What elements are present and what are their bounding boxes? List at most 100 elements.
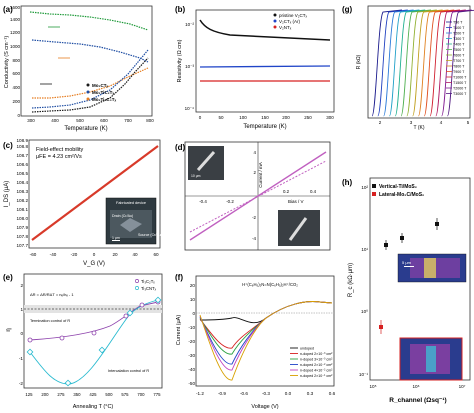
- panel-c: (c) I_DS (μA) V_G (V) 107.7 107.8 107.9 …: [3, 138, 162, 267]
- panel-a-yticks: 0 200 400 600 800 1000 1200 1400 1600: [10, 5, 21, 118]
- panel-g-legend-label: T400 T: [453, 42, 465, 46]
- panel-e-point: [126, 309, 134, 317]
- panel-f-xtick: -0.6: [240, 391, 248, 396]
- panel-a-xtick: 600: [100, 118, 108, 123]
- panel-c-annotation: Field-effect mobility: [36, 147, 84, 153]
- panel-f: (f) Current (μA) Voltage (V) H⁺(C₆H₅)₂N=…: [175, 273, 336, 410]
- panel-h-ytick: 10⁻¹: [359, 372, 369, 377]
- panel-a-series-black: [31, 57, 149, 113]
- panel-h-legend: Vertical-Ti/MoS₂ Lateral-Mo₂C/MoS₂: [372, 184, 424, 198]
- panel-b-legend-marker: [273, 25, 277, 29]
- panel-h-legend-marker: [372, 184, 376, 188]
- panel-g-ylabel: R (kΩ): [356, 54, 362, 69]
- panel-e-ytick: -1: [19, 356, 24, 361]
- panel-e-point: [139, 302, 145, 308]
- panel-f-series: [199, 301, 333, 381]
- panel-a-ylabel: Conductivity (S cm⁻¹): [4, 36, 10, 89]
- panel-c-inset-title: Fabricated device: [116, 201, 146, 205]
- panel-e-label-bottom: Intercalation control of R: [108, 369, 149, 373]
- panel-a-legend-label: Mo₂TiC₂Tₓ: [92, 90, 114, 95]
- panel-f-legend-label: n-doped 2×10⁻¹ cm²: [300, 374, 333, 378]
- panel-c-ytick: 108.0: [17, 216, 29, 221]
- panel-d-yticks: -4 -2 2 4: [252, 150, 256, 241]
- panel-e-xtick: 575: [121, 392, 129, 397]
- panel-b-xlabel: Temperature (K): [243, 124, 286, 130]
- panel-e-band: [24, 305, 162, 313]
- panel-e-point: [26, 348, 34, 356]
- panel-b-series-pristine: [199, 19, 331, 41]
- panel-h-ytick: 10⁰: [361, 309, 368, 314]
- panel-g-letter: (g): [342, 5, 353, 14]
- panel-b-xtick: 50: [218, 115, 224, 120]
- panel-h-legend-marker: [372, 192, 376, 196]
- panel-g-legend-label: T800 T: [453, 64, 465, 68]
- panel-f-ytick: 0: [192, 311, 195, 316]
- panel-a-series-green-top: [29, 11, 149, 31]
- panel-f-xtick: -0.3: [262, 391, 270, 396]
- panel-d-series-1: [189, 151, 327, 241]
- panel-g-legend-label: T50 T: [453, 20, 463, 24]
- panel-c-ytick: 107.7: [17, 243, 29, 248]
- panel-e-series-ti3c2: [29, 301, 159, 341]
- panel-d-inset-scale: 10 μm: [191, 174, 201, 178]
- panel-b-legend-label: pristine V₂CTₓ: [279, 13, 308, 18]
- panel-g-series: [394, 9, 426, 117]
- panel-g-legend-label: T100 T: [453, 26, 465, 30]
- panel-e-xticks: 125 200 275 350 425 500 575 700 775: [25, 392, 161, 397]
- panel-a-ytick: 400: [12, 85, 20, 90]
- panel-g-legend-label: T3000 T: [453, 92, 467, 96]
- panel-b-xtick: 200: [282, 115, 290, 120]
- panel-h-yticks: 10⁻¹ 10⁰ 10¹ 10²: [359, 185, 369, 377]
- panel-e-xtick: 500: [105, 392, 113, 397]
- panel-e-point: [154, 296, 162, 304]
- panel-f-letter: (f): [175, 273, 183, 282]
- panel-f-ytick: 10: [190, 297, 196, 302]
- panel-b-xtick: 0: [199, 115, 202, 120]
- panel-d: (d) Current / mA Bias / V -0.4 -0.2 0.2 …: [175, 141, 331, 251]
- panel-a-xtick: 700: [124, 118, 132, 123]
- panel-e-point: [91, 330, 97, 336]
- panel-g-series: [383, 9, 414, 117]
- panel-g-legend-label: T300 T: [453, 37, 465, 41]
- panel-h-points-vertical: [384, 218, 439, 250]
- panel-g-xlabel: T (K): [413, 125, 424, 131]
- panel-h-letter: (h): [342, 178, 353, 187]
- panel-f-xtick: 0.3: [307, 391, 314, 396]
- panel-c-ytick: 108.7: [17, 153, 29, 158]
- panel-a: (a) Conductivity (S cm⁻¹) Temperature (K…: [3, 5, 154, 132]
- panel-e: (e) η Annealing T (°C) -2 -1 0 1 2 125 2…: [3, 273, 163, 410]
- panel-f-ytick: -40: [188, 367, 195, 372]
- panel-c-xticks: -60 -40 -20 0 20 40 60: [30, 252, 159, 257]
- panel-d-ytick: -2: [252, 215, 256, 220]
- panel-b-xtick: 300: [326, 115, 334, 120]
- panel-h-legend-label: Lateral-Mo₂C/MoS₂: [379, 192, 424, 198]
- panel-c-ylabel: I_DS (μA): [4, 181, 10, 207]
- panel-g-series: [400, 9, 432, 117]
- panel-g-legend-label: T700 T: [453, 59, 465, 63]
- panel-e-letter: (e): [3, 273, 13, 282]
- panel-c-letter: (c): [3, 141, 13, 150]
- panel-h-inset-scale: 5 μm: [402, 260, 412, 265]
- panel-h-xticks: 10⁵ 10⁶ 10⁷: [369, 384, 465, 389]
- panel-g-legend-label: T1500 T: [453, 81, 467, 85]
- panel-b-xtick: 150: [261, 115, 269, 120]
- panel-a-ytick: 1400: [10, 17, 21, 22]
- panel-c-series: [31, 145, 159, 241]
- panel-f-xtick: 0.0: [285, 391, 292, 396]
- panel-h: (h) R_c (kΩ·μm) R_channel (Ωsq⁻¹) 10⁻¹ 1…: [342, 177, 471, 404]
- panel-a-legend-label: Mo₂CTₓ: [92, 83, 108, 88]
- panel-a-ytick: 1200: [10, 30, 21, 35]
- panel-a-xticks: 300 400 500 600 700 800: [27, 118, 154, 123]
- panel-c-ytick: 107.8: [17, 234, 29, 239]
- panel-h-xtick: 10⁷: [459, 384, 466, 389]
- panel-f-ytick: -20: [188, 339, 195, 344]
- panel-c-ytick: 108.6: [17, 162, 29, 167]
- panel-e-legend: Ti₃C₂Tₓ Ti₃CNTₓ: [135, 279, 157, 291]
- panel-g-series: [371, 9, 403, 117]
- panel-f-xlabel: Voltage (V): [251, 404, 278, 410]
- panel-e-xtick: 425: [89, 392, 97, 397]
- panel-h-point: [400, 236, 404, 240]
